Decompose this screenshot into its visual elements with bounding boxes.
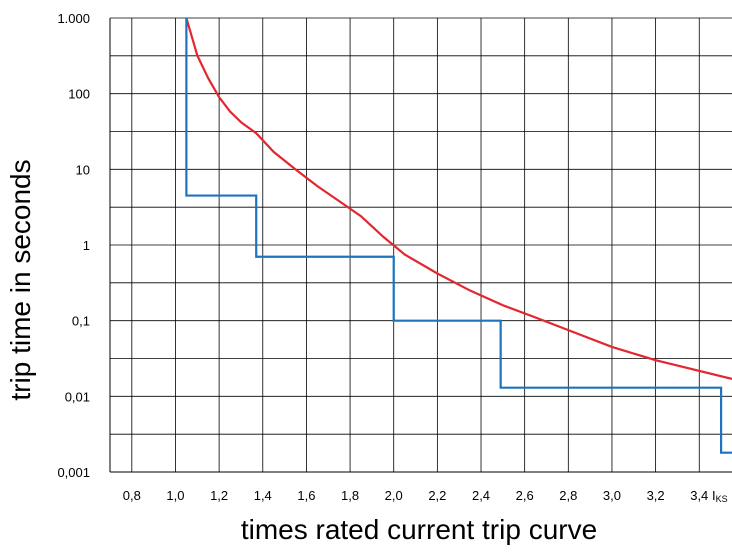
y-tick-label: 0,01 [65,389,90,404]
y-tick-label: 0,001 [57,465,90,480]
y-tick-label: 1.000 [57,11,90,26]
y-tick-label: 100 [68,87,90,102]
plot-frame [109,18,732,473]
x-end-label-sub: KS [716,494,728,504]
x-tick-label: 3,0 [603,488,621,503]
tick-labels: 0,8 1,0 1,2 1,4 1,6 1,8 2,0 2,2 2,4 2,6 2,8 3,0 3,2 3… [57,11,727,504]
x-tick-label: 1,0 [166,488,184,503]
x-tick-label: 3,2 [647,488,665,503]
y-axis-title: trip time in seconds [5,159,36,400]
x-tick-label: 1,4 [254,488,272,503]
x-tick-label: 2,4 [472,488,490,503]
x-tick-label: 1,6 [297,488,315,503]
x-tick-label: 0,8 [123,488,141,503]
x-end-label-main: I [712,488,716,503]
y-tick-label: 1 [83,238,90,253]
x-tick-label: 1,2 [210,488,228,503]
x-tick-label: 3,4 [690,488,708,503]
series-layer [185,17,732,454]
x-tick-label: 2,8 [559,488,577,503]
y-tick-label: 10 [76,162,90,177]
x-end-label: IKS [712,488,728,504]
y-tick-label: 0,1 [72,314,90,329]
x-tick-label: 2,6 [516,488,534,503]
x-axis-title: times rated current trip curve [241,514,597,545]
step-trip-curve-line [185,18,732,454]
x-tick-label: 2,2 [428,488,446,503]
grid [110,17,732,473]
x-tick-label: 2,0 [385,488,403,503]
x-tick-label: 1,8 [341,488,359,503]
red-trip-curve-line [185,17,732,380]
